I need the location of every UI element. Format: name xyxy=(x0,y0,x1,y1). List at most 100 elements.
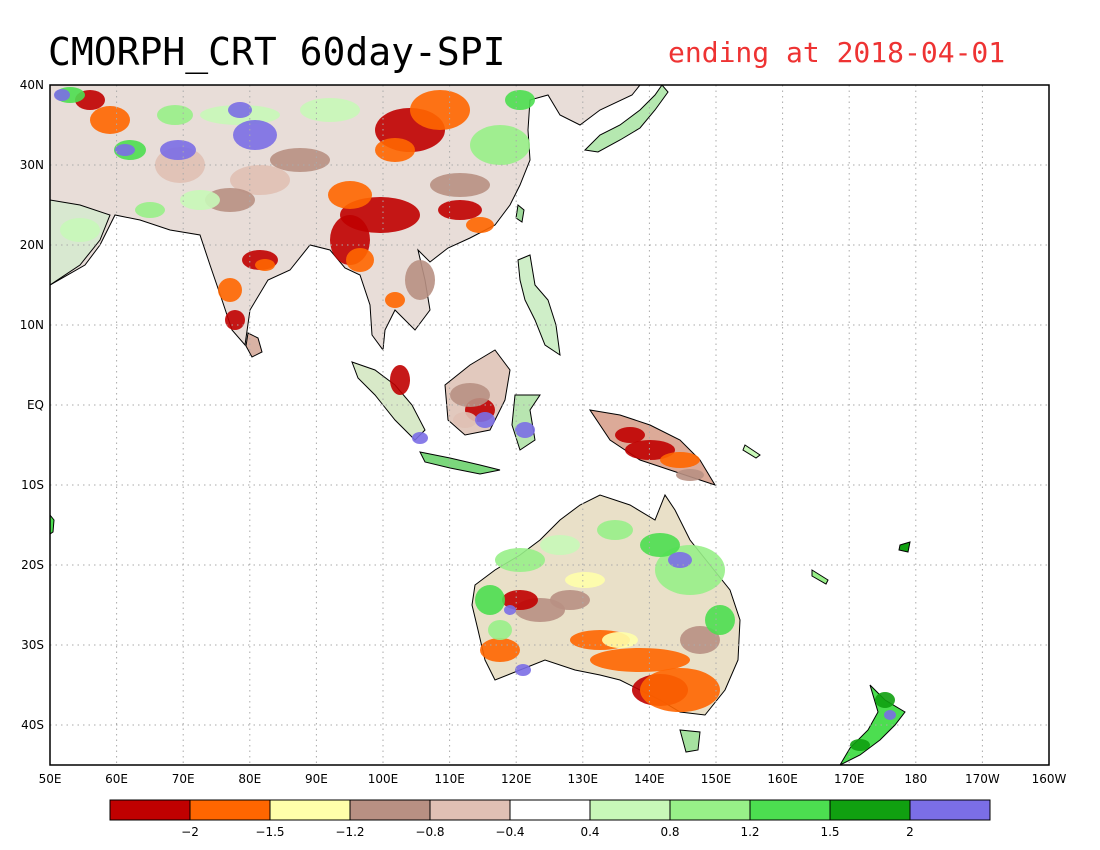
map-gridlines xyxy=(50,85,1049,765)
anomaly-patch xyxy=(615,427,645,443)
anomaly-patch xyxy=(390,365,410,395)
lat-tick-label: 10S xyxy=(21,478,44,492)
anomaly-patch xyxy=(450,383,490,407)
anomaly-patch xyxy=(430,173,490,197)
anomaly-patch xyxy=(850,739,870,751)
colorbar-swatch xyxy=(349,799,431,821)
lon-tick-label: 60E xyxy=(105,772,128,786)
anomaly-patch xyxy=(453,412,477,428)
anomaly-patch xyxy=(385,292,405,308)
colorbar-swatch xyxy=(829,799,911,821)
lon-tick-label: 50E xyxy=(39,772,62,786)
anomaly-patch xyxy=(625,440,675,460)
lon-tick-label: 130E xyxy=(568,772,599,786)
anomaly-patch xyxy=(225,310,245,330)
anomaly-patch xyxy=(255,259,275,271)
map-frame xyxy=(49,84,1050,766)
map-axes: 50E 60E 70E 80E 90E 100E 110E 120E 130E 140E 150E 1… xyxy=(20,78,1067,786)
lat-tick-label: 30S xyxy=(21,638,44,652)
colorbar-swatch xyxy=(189,799,271,821)
anomaly-patch xyxy=(540,535,580,555)
colorbar-swatch xyxy=(109,799,191,821)
anomaly-patch xyxy=(54,89,70,101)
colorbar-swatch xyxy=(509,799,591,821)
colorbar-swatch xyxy=(429,799,511,821)
arabia-fragment xyxy=(50,199,111,286)
anomaly-patch xyxy=(668,552,692,568)
new-zealand xyxy=(839,684,906,765)
anomaly-patch xyxy=(160,140,196,160)
fiji xyxy=(898,541,911,553)
anomaly-patch xyxy=(705,605,735,635)
colorbar-tick-label: −0.8 xyxy=(415,825,444,839)
lon-tick-label: 160E xyxy=(767,772,798,786)
anomaly-patch xyxy=(438,200,482,220)
lat-tick-label: 20S xyxy=(21,558,44,572)
lon-tick-label: 120E xyxy=(501,772,532,786)
anomaly-patch xyxy=(515,664,531,676)
lon-tick-label: 70E xyxy=(172,772,195,786)
anomaly-patch xyxy=(590,648,690,672)
anomaly-patch xyxy=(502,590,538,610)
colorbar-tick-label: 1.5 xyxy=(820,825,839,839)
colorbar-swatch xyxy=(589,799,671,821)
spi-anomaly-patches xyxy=(54,87,896,751)
lon-tick-label: 140E xyxy=(634,772,665,786)
colorbar-tick-label: −1.5 xyxy=(255,825,284,839)
anomaly-patch xyxy=(90,106,130,134)
lon-tick-label: 150E xyxy=(701,772,732,786)
lon-tick-label: 100E xyxy=(368,772,399,786)
sumatra xyxy=(351,361,426,441)
madagascar-edge xyxy=(50,514,55,535)
lon-tick-label: 170W xyxy=(965,772,1000,786)
anomaly-patch xyxy=(565,572,605,588)
anomaly-patch xyxy=(405,260,435,300)
anomaly-patch xyxy=(602,632,638,648)
anomaly-patch xyxy=(475,585,505,615)
anomaly-patch xyxy=(135,202,165,218)
lon-tick-label: 160W xyxy=(1032,772,1067,786)
colorbar-swatch xyxy=(269,799,351,821)
lat-tick-label: 10N xyxy=(20,318,44,332)
colorbar-tick-label: 0.4 xyxy=(580,825,599,839)
colorbar-swatch xyxy=(749,799,831,821)
anomaly-patch xyxy=(60,218,100,242)
anomaly-patch xyxy=(884,710,896,720)
anomaly-patch xyxy=(660,452,700,468)
colorbar-tick-label: −1.2 xyxy=(335,825,364,839)
colorbar: −2 −1.5 −1.2 −0.8 −0.4 0.4 0.8 1.2 1.5 2 xyxy=(109,799,991,839)
anomaly-patch xyxy=(875,692,895,708)
lon-tick-label: 90E xyxy=(305,772,328,786)
anomaly-patch xyxy=(270,148,330,172)
anomaly-patch xyxy=(115,144,135,156)
lat-tick-label: 20N xyxy=(20,238,44,252)
lat-tick-label: 30N xyxy=(20,158,44,172)
anomaly-patch xyxy=(205,188,255,212)
colorbar-tick-label: 1.2 xyxy=(740,825,759,839)
colorbar-tick-label: 0.8 xyxy=(660,825,679,839)
anomaly-patch xyxy=(346,248,374,272)
taiwan xyxy=(515,204,525,223)
solomon-islands xyxy=(742,444,761,459)
anomaly-patch xyxy=(470,125,530,165)
colorbar-tick-label: −2 xyxy=(181,825,199,839)
anomaly-patch xyxy=(597,520,633,540)
colorbar-swatch xyxy=(669,799,751,821)
anomaly-patch xyxy=(495,548,545,572)
colorbar-tick-label: 2 xyxy=(906,825,914,839)
lat-tick-label: EQ xyxy=(27,398,44,412)
anomaly-patch xyxy=(228,102,252,118)
lon-tick-label: 80E xyxy=(238,772,261,786)
anomaly-patch xyxy=(680,626,720,654)
philippines xyxy=(517,254,561,357)
sri-lanka xyxy=(245,332,263,358)
lat-tick-label: 40S xyxy=(21,718,44,732)
anomaly-patch xyxy=(480,638,520,662)
anomaly-patch xyxy=(640,668,720,712)
anomaly-patch xyxy=(412,432,428,444)
colorbar-swatch xyxy=(909,799,991,821)
anomaly-patch xyxy=(466,217,494,233)
colorbar-tick-label: −0.4 xyxy=(495,825,524,839)
anomaly-patch xyxy=(375,138,415,162)
map-title: CMORPH_CRT 60day-SPI xyxy=(48,30,506,74)
